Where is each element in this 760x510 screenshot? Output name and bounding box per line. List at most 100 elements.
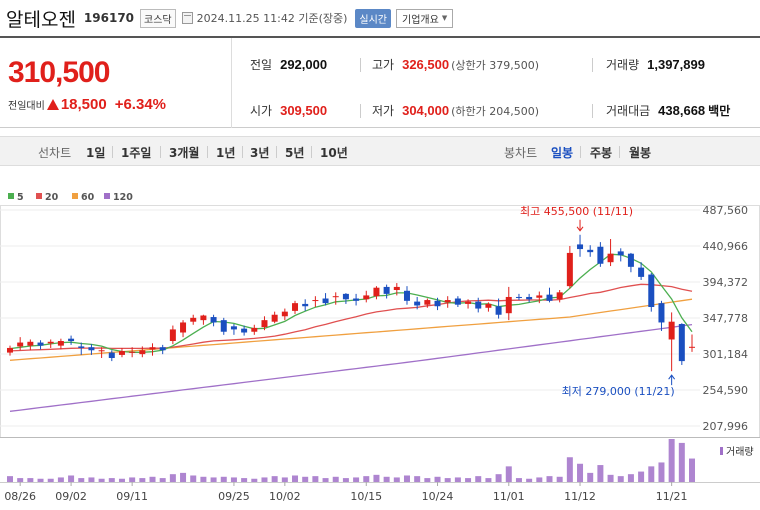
volume-bar — [515, 478, 522, 482]
volume-bar — [495, 474, 502, 482]
volume-bar — [27, 478, 34, 482]
candle-body — [587, 249, 594, 253]
stat-high: 고가 326,500 (상한가 379,500) — [372, 57, 540, 72]
candle-body — [251, 327, 258, 332]
candle-body — [17, 342, 24, 347]
period-5y[interactable]: 5년 — [285, 146, 305, 160]
volume-bar — [190, 475, 197, 482]
candle-body — [505, 296, 512, 314]
market-badge: 코스닥 — [140, 8, 176, 28]
x-tick-label: 09/25 — [218, 490, 250, 503]
candle-body — [678, 324, 685, 362]
volume-bar — [475, 476, 482, 482]
candle-monthly[interactable]: 월봉 — [629, 146, 652, 160]
candle-body — [566, 252, 573, 287]
volume-bar — [47, 478, 54, 482]
legend-swatch — [36, 193, 42, 199]
candle-body — [597, 246, 604, 264]
candle-body — [200, 315, 207, 321]
volume-bar — [159, 478, 166, 482]
candle-body — [607, 253, 614, 263]
volume-bar — [281, 477, 288, 482]
candle-body — [577, 244, 584, 250]
volume-bar — [454, 477, 461, 482]
period-1w[interactable]: 1주일 — [121, 146, 152, 160]
candle-body — [98, 350, 105, 352]
volume-bar — [505, 466, 512, 482]
volume-bar — [302, 476, 309, 482]
up-arrow-icon — [46, 99, 59, 110]
candle-weekly[interactable]: 주봉 — [590, 146, 613, 160]
volume-bar — [108, 478, 115, 482]
candle-body — [689, 346, 695, 348]
x-tick-label: 09/02 — [55, 490, 87, 503]
volume-bar — [200, 476, 207, 482]
volume-bar — [261, 477, 268, 482]
volume-bar — [393, 477, 400, 482]
candle-body — [302, 303, 309, 307]
candle-body — [332, 296, 339, 298]
candle-chart-title: 봉차트 — [504, 146, 538, 160]
volume-bar — [312, 476, 319, 482]
price-change: 전일대비 18,500 +6.34% — [8, 96, 166, 113]
period-10y[interactable]: 10년 — [320, 146, 348, 160]
y-tick-label: 487,560 — [703, 204, 749, 217]
candle-body — [322, 298, 329, 304]
price-chart[interactable]: 487,560 440,966 394,372 347,778 301,184 254,5… — [0, 185, 760, 510]
volume-bar — [57, 477, 64, 482]
period-1y[interactable]: 1년 — [216, 146, 236, 160]
quote-datetime: 2024.11.25 11:42 기준(장중) — [196, 12, 348, 25]
volume-bar — [210, 477, 217, 482]
candle-body — [403, 290, 410, 301]
stock-name: 알테오젠 — [6, 8, 76, 31]
volume-bar — [627, 474, 634, 482]
volume-bar — [607, 474, 614, 482]
y-tick-label: 440,966 — [703, 240, 749, 253]
legend-label-120: 120 — [113, 192, 133, 203]
candle-body — [434, 300, 441, 307]
volume-bar — [617, 476, 624, 482]
y-tick-label: 301,184 — [703, 348, 749, 361]
candle-body — [475, 301, 482, 309]
low-arrow-head — [668, 374, 676, 380]
volume-bar — [668, 439, 675, 482]
candle-daily[interactable]: 일봉 — [551, 146, 574, 160]
period-selector-bar: 선차트 1일 1주일 3개월 1년 3년 5년 10년 봉차트 일봉 주봉 월봉 — [0, 136, 760, 166]
candle-body — [556, 292, 563, 300]
candle-body — [241, 328, 248, 333]
legend-swatch — [104, 193, 110, 199]
x-tick-label: 09/11 — [116, 490, 148, 503]
volume-bar — [678, 442, 685, 482]
company-overview-dropdown[interactable]: 기업개요 ▼ — [396, 8, 454, 28]
volume-legend-label: 거래량 — [726, 446, 754, 458]
candle-body — [515, 296, 522, 298]
volume-bar — [129, 477, 136, 482]
stock-header: 알테오젠 196170 코스닥 2024.11.25 11:42 기준(장중) … — [0, 0, 760, 36]
x-tick-label: 11/01 — [493, 490, 525, 503]
volume-bar — [577, 463, 584, 482]
volume-bar — [424, 478, 431, 482]
period-3m[interactable]: 3개월 — [169, 146, 200, 160]
caret-down-icon: ▼ — [441, 14, 448, 22]
calendar-icon — [181, 12, 193, 24]
candle-body — [444, 300, 451, 303]
candle-body — [536, 295, 543, 298]
high-arrow-head — [576, 226, 584, 232]
candle-body — [638, 267, 645, 277]
candle-body — [68, 338, 75, 342]
volume-bar — [587, 472, 594, 482]
realtime-badge[interactable]: 실시간 — [355, 8, 392, 28]
volume-bar — [403, 475, 410, 482]
volume-bar — [322, 478, 329, 482]
candle-body — [546, 294, 553, 301]
legend-swatch — [72, 193, 78, 199]
volume-bar — [88, 477, 95, 482]
candle-body — [149, 347, 156, 350]
volume-bar — [363, 476, 370, 482]
volume-bar — [230, 477, 237, 482]
period-3y[interactable]: 3년 — [250, 146, 270, 160]
candle-body — [526, 296, 533, 300]
x-tick-label: 10/02 — [269, 490, 301, 503]
change-value: 18,500 — [60, 96, 107, 113]
period-1d[interactable]: 1일 — [86, 146, 106, 160]
